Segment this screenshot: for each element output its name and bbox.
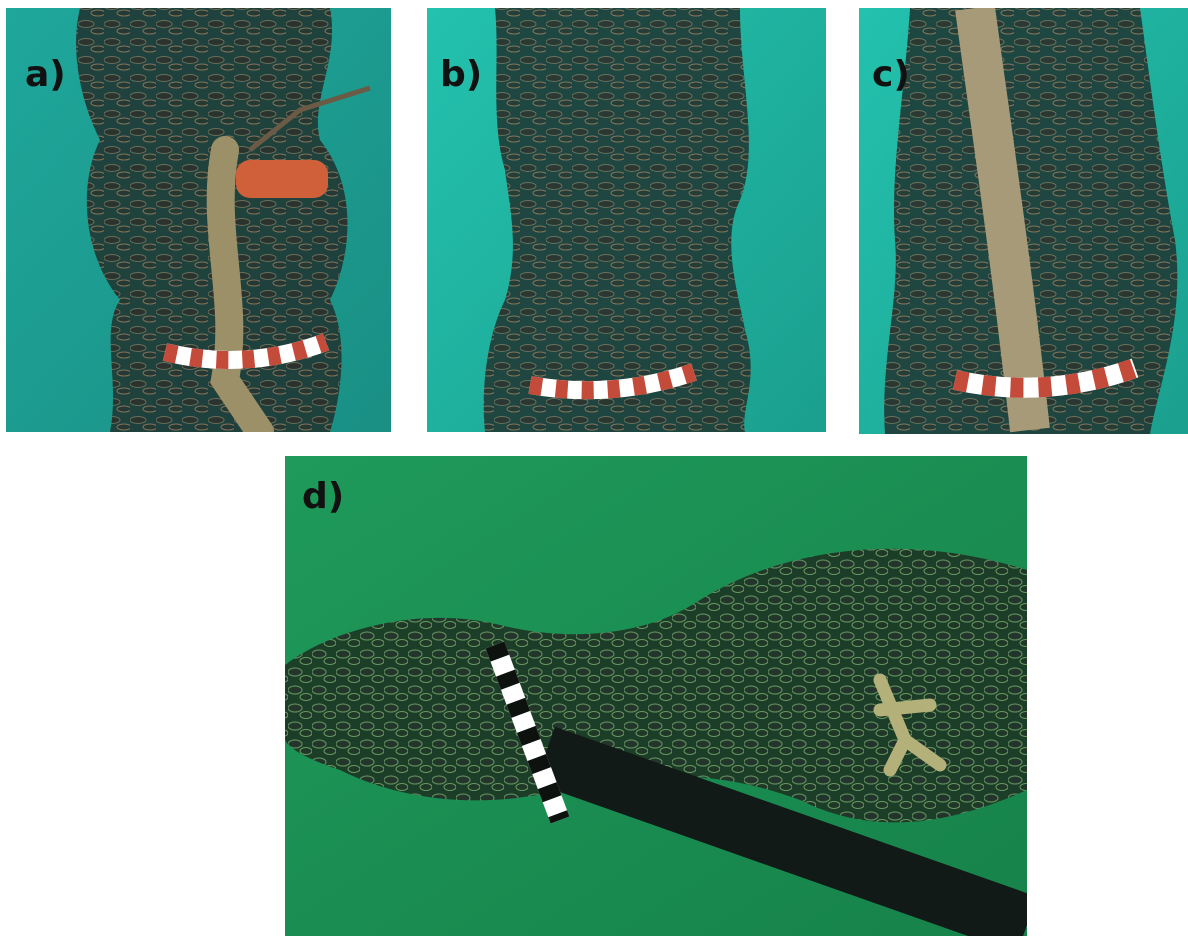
panel-label: b) bbox=[440, 54, 482, 95]
panel-label: d) bbox=[302, 476, 344, 517]
panel-label: c) bbox=[872, 54, 910, 95]
photo-c bbox=[859, 8, 1188, 434]
panel-label: a) bbox=[25, 54, 66, 95]
photo-d bbox=[285, 456, 1027, 936]
photo-b bbox=[427, 8, 826, 432]
photo-a bbox=[6, 8, 391, 432]
